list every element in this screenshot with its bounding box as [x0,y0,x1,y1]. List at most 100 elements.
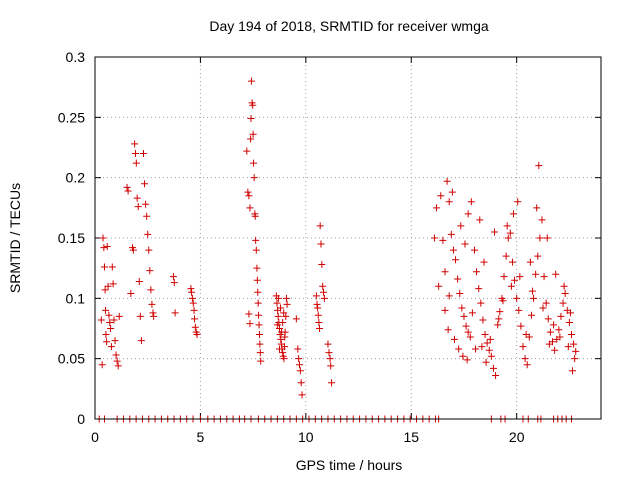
data-point [536,234,544,242]
data-point [571,355,579,363]
data-point [521,355,529,363]
data-point [566,309,574,317]
data-point [489,364,497,372]
data-point [281,333,289,341]
data-point [479,316,487,324]
data-point [492,372,500,380]
data-point [480,258,488,266]
data-point [279,318,287,326]
data-point [495,315,503,323]
data-point [148,300,156,308]
data-point [314,311,322,319]
data-point [514,198,522,206]
data-point [513,294,521,302]
data-point [295,355,303,363]
x-tick-label: 0 [91,429,99,445]
plot-frame [94,56,602,420]
y-tick-label: 0.25 [58,109,85,125]
data-point [109,280,117,288]
data-point [564,343,572,351]
data-point [188,288,196,296]
data-point [108,263,116,271]
data-point [296,367,304,375]
data-point [496,308,504,316]
data-point [294,345,302,353]
data-point [565,318,573,326]
data-point [551,346,559,354]
data-point [538,216,546,224]
data-point [247,135,255,143]
data-point [275,325,283,332]
y-axis-title: SRMTID / TECUs [7,183,23,293]
data-point [282,312,290,320]
data-point [193,331,201,339]
data-point [243,147,251,155]
data-point [326,355,334,363]
data-point [114,362,122,370]
x-tick-label: 20 [509,429,525,445]
data-point [110,316,118,324]
data-point [471,246,478,254]
data-point [556,333,564,341]
data-point [297,379,305,387]
data-point [141,180,149,188]
data-point [503,222,511,230]
data-point [296,361,304,369]
data-point [107,325,115,332]
data-point [324,340,332,348]
data-point [254,299,262,307]
data-point [137,337,145,345]
data-point [100,263,108,271]
data-point [106,318,114,326]
data-point [273,299,281,307]
data-point [467,198,475,206]
data-point [169,273,177,281]
data-point [476,216,484,224]
data-point [136,312,144,320]
data-point [461,240,469,248]
data-point [107,343,115,351]
data-point [534,252,542,260]
data-point [462,322,470,330]
data-point [539,304,547,312]
y-tick-label: 0.15 [58,230,85,246]
data-point [189,299,197,307]
data-point [540,273,548,281]
data-point [522,331,530,339]
data-point [472,345,480,353]
data-point [124,187,132,195]
data-point [277,304,285,312]
data-point [455,345,463,353]
data-point [449,246,457,254]
data-point [510,210,518,218]
data-point [435,282,443,290]
data-point [485,346,493,354]
data-point [190,306,198,314]
data-point [544,315,552,323]
data-point [327,362,335,370]
data-point [445,198,453,206]
data-point [555,326,563,334]
data-point [257,357,265,365]
data-point [244,188,252,196]
data-point [100,244,108,252]
data-point [113,357,121,365]
data-point [328,379,336,387]
data-point [281,343,289,351]
data-point [246,320,254,328]
data-point [101,286,109,294]
data-point [103,338,111,346]
data-point [312,292,320,300]
data-point [132,159,140,167]
data-point [464,210,472,218]
data-point [482,358,490,366]
y-tick-label: 0 [77,411,85,427]
data-point [450,335,458,343]
data-point [316,222,324,230]
data-point [191,323,199,331]
data-point [320,294,328,302]
data-point [508,258,516,266]
data-point [445,292,453,300]
data-point [139,150,147,158]
data-point [129,246,137,254]
